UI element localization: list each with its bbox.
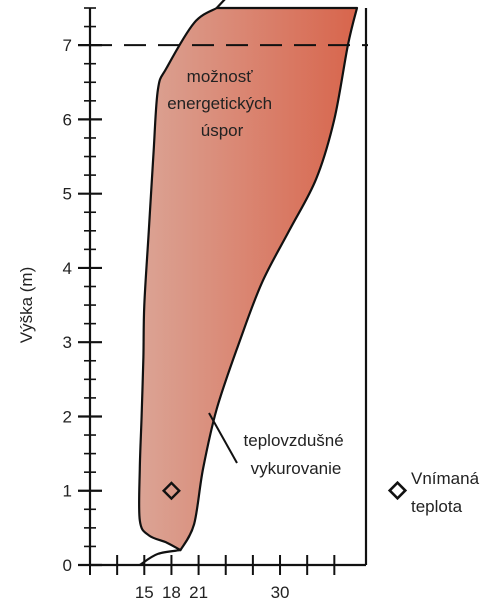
y-tick-label: 1: [63, 482, 72, 501]
legend: Vnímaná teplota: [387, 469, 484, 516]
x-tick-label: 15: [135, 583, 154, 602]
savings-line-2: energetických: [167, 94, 272, 113]
y-tick-label: 3: [63, 333, 72, 352]
lower-boundary-line: [139, 549, 181, 566]
y-axis-label: Výška (m): [17, 267, 36, 344]
x-axis-tick-labels: 15 18 21 30: [135, 583, 290, 602]
x-axis-ticks: [89, 555, 336, 575]
heating-line-2: vykurovanie: [251, 459, 342, 478]
leader-line: [208, 412, 238, 464]
y-axis-tick-labels: 0 1 2 3 4 5 6 7: [63, 36, 72, 575]
y-tick-label: 0: [63, 556, 72, 575]
y-tick-label: 5: [63, 185, 72, 204]
y-tick-label: 7: [63, 36, 72, 55]
legend-line-1: Vnímaná: [411, 469, 480, 488]
heating-region-area: [137, 6, 359, 552]
upper-boundary-line: [215, 0, 226, 9]
savings-line-3: úspor: [201, 121, 244, 140]
y-tick-label: 6: [63, 110, 72, 129]
y-tick-label: 4: [63, 259, 72, 278]
y-axis-ticks: [78, 7, 102, 567]
legend-diamond-icon: [387, 480, 408, 501]
x-tick-label: 30: [271, 583, 290, 602]
heating-line-1: teplovzdušné: [244, 431, 344, 450]
y-tick-label: 2: [63, 407, 72, 426]
heating-annotation: teplovzdušné vykurovanie: [244, 431, 349, 478]
legend-line-2: teplota: [411, 497, 463, 516]
legend-label: Vnímaná teplota: [411, 469, 484, 516]
x-tick-label: 18: [162, 583, 181, 602]
savings-annotation: možnosť energetických úspor: [167, 67, 277, 140]
x-tick-label: 21: [189, 583, 208, 602]
savings-line-1: možnosť: [187, 67, 254, 86]
perceived-temperature-marker: [161, 481, 181, 501]
